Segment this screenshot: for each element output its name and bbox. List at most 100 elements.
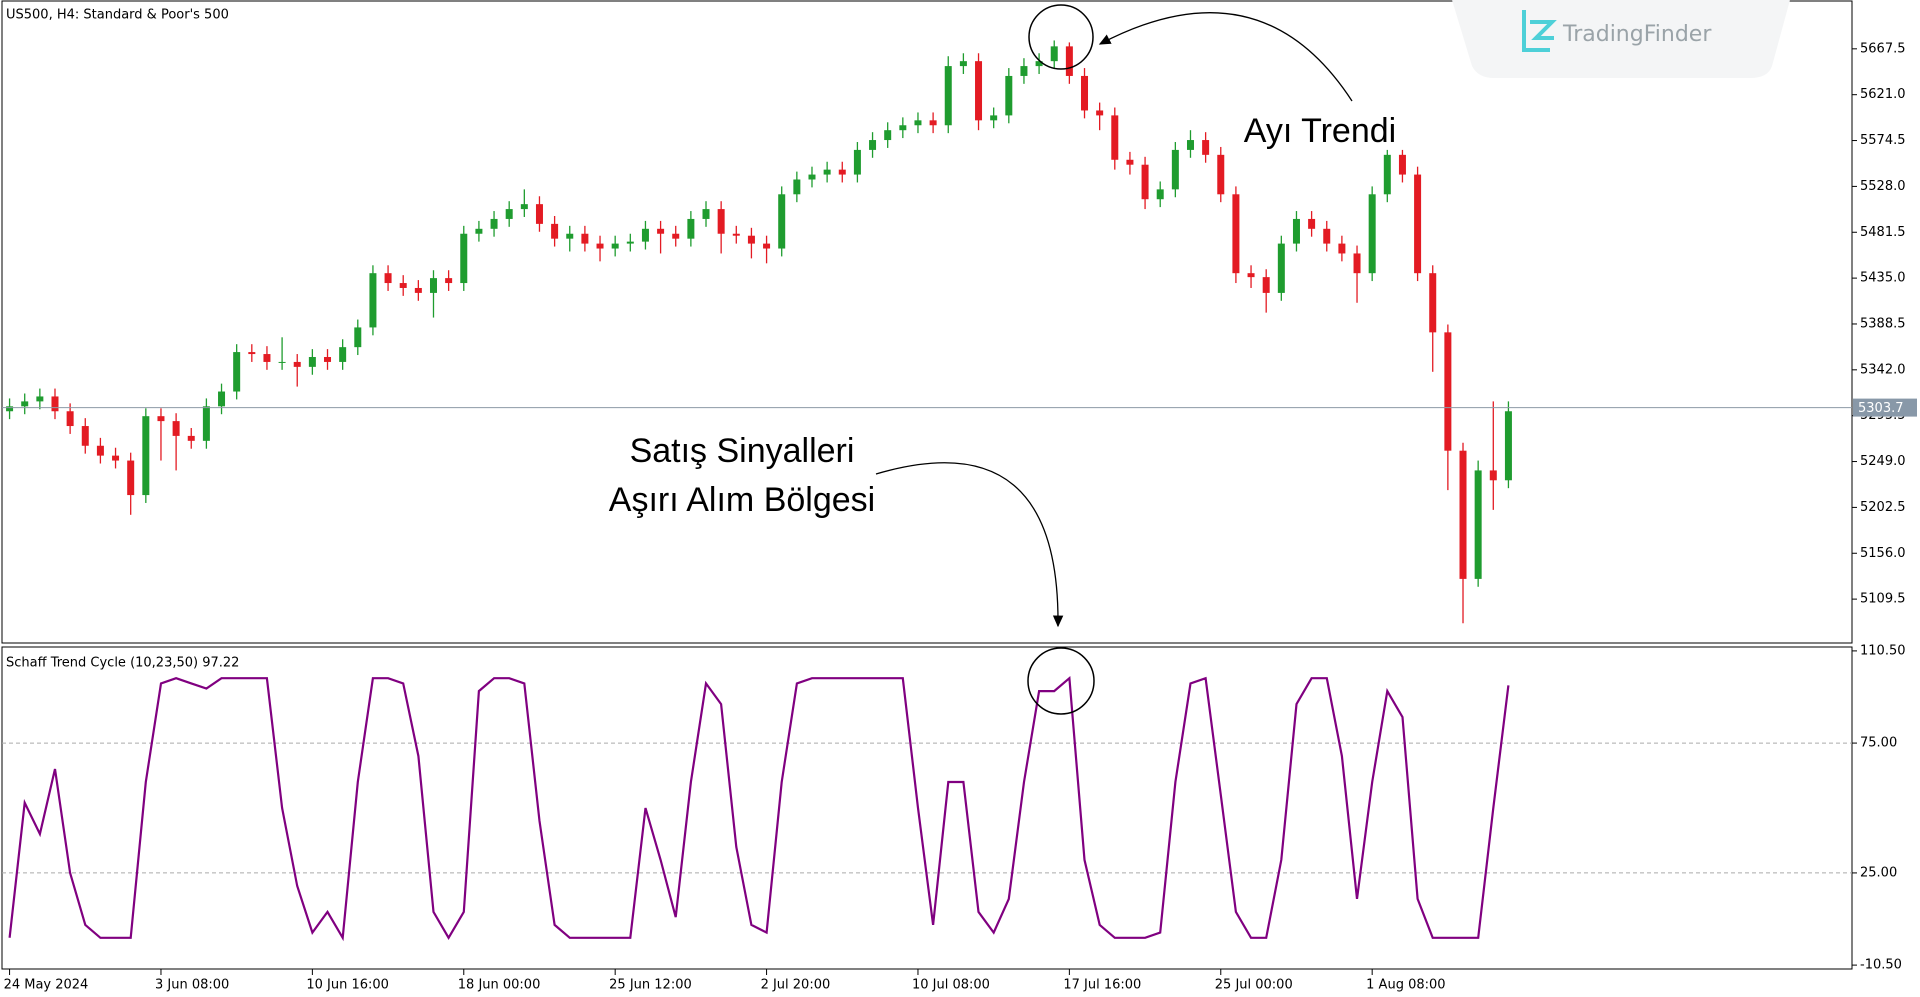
candle-body [1081, 75, 1089, 111]
candle-body [747, 235, 755, 244]
candle-body [1277, 243, 1285, 293]
highlight-circle [1028, 4, 1094, 70]
indicator-pane [1, 646, 1853, 970]
candle-body [1353, 253, 1361, 274]
candle-body [975, 61, 983, 121]
y-tick-label: 5249.0 [1860, 454, 1906, 469]
candle-body [142, 416, 150, 496]
candle-body [445, 278, 453, 284]
candle-body [278, 361, 286, 363]
candle-body [929, 120, 937, 126]
candle-body [460, 233, 468, 284]
last-price-label: 5303.7 [1858, 401, 1904, 416]
candle-body [127, 460, 135, 496]
candle-body [112, 455, 120, 461]
candle-body [505, 209, 513, 219]
candle-body [1398, 154, 1406, 175]
y-tick-label: 110.50 [1860, 643, 1906, 658]
y-tick-label: 75.00 [1860, 736, 1897, 751]
watermark: TradingFinder [1452, 0, 1790, 78]
candle-body [248, 352, 256, 355]
annotation: Satış Sinyalleri [630, 432, 855, 470]
y-tick-label: 5574.5 [1860, 133, 1906, 148]
candle-body [1292, 218, 1300, 244]
candle-body [581, 233, 589, 244]
candle-body [399, 283, 407, 288]
candle-body [672, 233, 680, 239]
x-tick-label: 3 Jun 08:00 [155, 978, 229, 993]
candle-body [1459, 450, 1467, 579]
candle-body [293, 361, 301, 367]
candle-body [490, 218, 498, 229]
candle-body [1429, 273, 1437, 333]
watermark-box [1452, 0, 1790, 78]
candle-body [369, 273, 377, 328]
x-tick-label: 1 Aug 08:00 [1366, 978, 1445, 993]
candle-body [687, 218, 695, 239]
y-tick-label: 5156.0 [1860, 546, 1906, 561]
candle-body [51, 396, 59, 412]
y-tick-label: -10.50 [1860, 958, 1902, 973]
arrow [875, 462, 1064, 628]
y-tick-label: 5528.0 [1860, 179, 1906, 194]
candle-body [1444, 332, 1452, 451]
candle-body [324, 357, 332, 362]
candle-body [717, 209, 725, 234]
candle-body [657, 228, 665, 234]
candle-body [81, 426, 89, 446]
candle-body [96, 445, 104, 456]
candle-body [793, 179, 801, 195]
candle-body [1141, 164, 1149, 200]
x-tick-label: 10 Jul 08:00 [912, 978, 990, 993]
candle-body [914, 120, 922, 126]
candle-body [959, 61, 967, 67]
candle-body [899, 125, 907, 131]
candle-body [1020, 66, 1028, 76]
last-price-box [1853, 398, 1917, 417]
x-tick-label: 25 Jun 12:00 [609, 978, 692, 993]
candle-body [6, 406, 14, 412]
x-tick-label: 18 Jun 00:00 [458, 978, 541, 993]
x-tick-label: 10 Jun 16:00 [306, 978, 389, 993]
candle-body [66, 411, 74, 427]
candle-body [157, 416, 165, 422]
candle-body [1126, 159, 1134, 165]
y-tick-label: 5667.5 [1860, 41, 1906, 56]
price-title: US500, H4: Standard & Poor's 500 [6, 8, 229, 23]
annotation: Ayı Trendi [1244, 112, 1396, 150]
candle-body [566, 233, 574, 239]
candle-body [384, 273, 392, 284]
candle-body [884, 130, 892, 141]
candle-body [732, 233, 740, 236]
arrow [1098, 12, 1353, 102]
candle-body [869, 140, 877, 150]
y-tick-label: 5435.0 [1860, 271, 1906, 286]
y-tick-label: 5342.0 [1860, 362, 1906, 377]
x-tick-label: 24 May 2024 [4, 978, 89, 993]
candle-body [308, 357, 316, 367]
candle-body [21, 401, 29, 407]
annotation: Aşırı Alım Bölgesi [609, 481, 875, 519]
y-tick-label: 5202.5 [1860, 500, 1906, 515]
candle-body [551, 223, 559, 239]
candle-body [187, 435, 195, 441]
candle-body [1232, 194, 1240, 274]
candle-body [414, 287, 422, 293]
candle-body [233, 352, 241, 392]
candle-body [1217, 154, 1225, 195]
candle-body [1096, 110, 1104, 116]
candle-body [838, 169, 846, 175]
candle-body [520, 204, 528, 210]
price-pane [1, 0, 1853, 644]
candle-body [1262, 277, 1270, 293]
candle-body [702, 209, 710, 219]
candle-body [339, 347, 347, 362]
candle-body [1383, 154, 1391, 195]
candle-body [944, 66, 952, 126]
candle-body [1065, 46, 1073, 76]
x-tick-label: 17 Jul 16:00 [1063, 978, 1141, 993]
y-tick-label: 5621.0 [1860, 87, 1906, 102]
indicator-title: Schaff Trend Cycle (10,23,50) 97.22 [6, 656, 239, 671]
candle-body [763, 243, 771, 249]
candle-body [990, 115, 998, 121]
